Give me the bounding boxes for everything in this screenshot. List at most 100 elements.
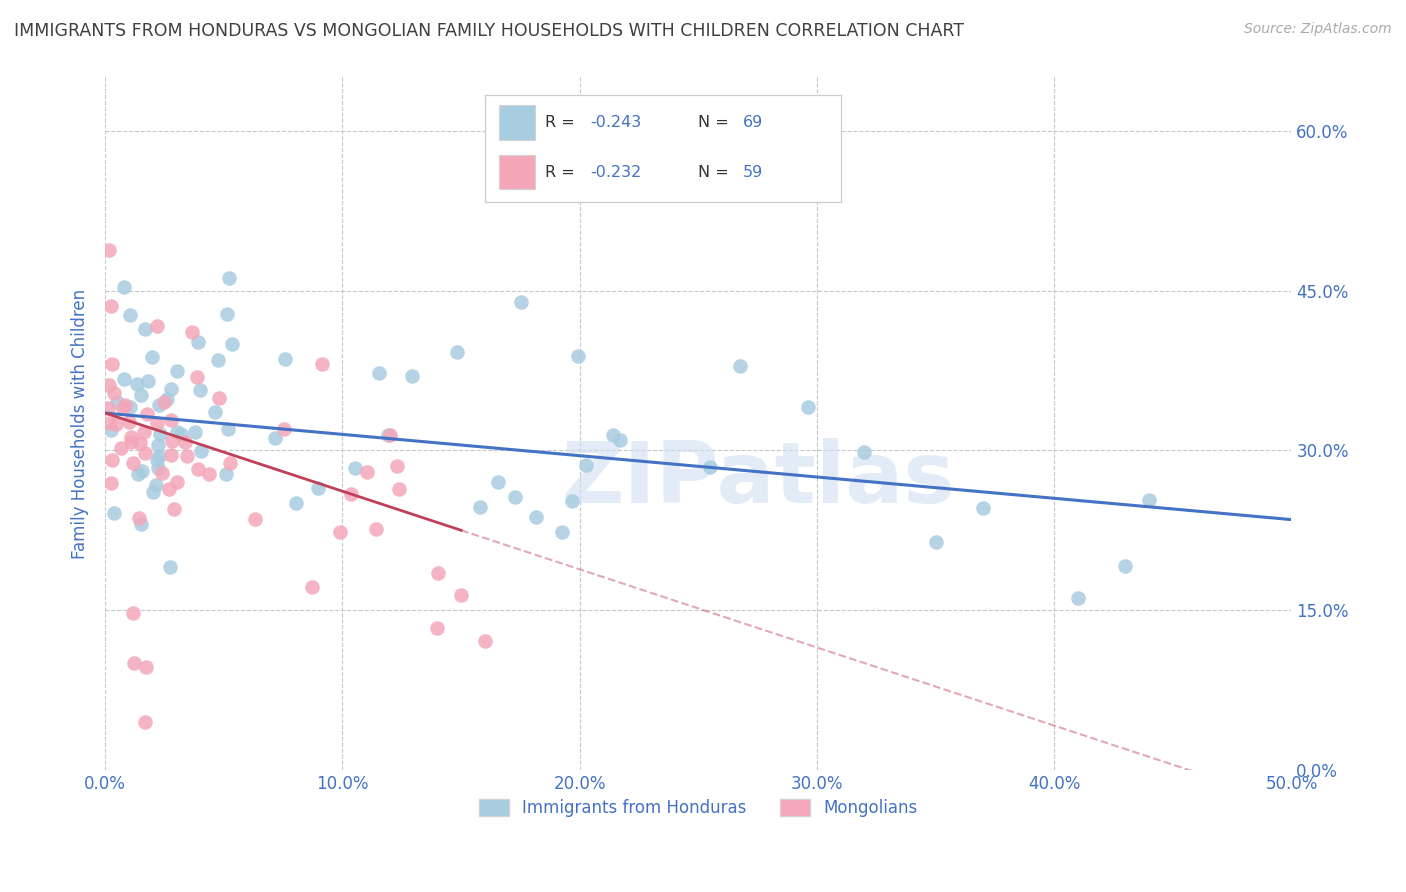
Point [263, 430, 285, 444]
Point [110, 441, 132, 455]
Point [120, 430, 142, 444]
Point [699, 460, 721, 475]
Point [104, 417, 127, 431]
Point [150, 466, 173, 480]
Point [100, 423, 122, 437]
Point [135, 407, 157, 421]
Point [112, 280, 135, 294]
Point [114, 398, 136, 412]
Point [343, 460, 366, 475]
Point [160, 382, 183, 396]
Point [274, 352, 297, 367]
Point [176, 449, 198, 463]
Point [97, 401, 120, 416]
Point [190, 443, 212, 458]
Point [103, 386, 125, 401]
Point [100, 452, 122, 467]
Point [121, 456, 143, 470]
Text: IMMIGRANTS FROM HONDURAS VS MONGOLIAN FAMILY HOUSEHOLDS WITH CHILDREN CORRELATIO: IMMIGRANTS FROM HONDURAS VS MONGOLIAN FA… [14, 22, 965, 40]
Point [217, 422, 239, 436]
Point [148, 398, 170, 412]
Point [160, 413, 183, 427]
Point [112, 371, 135, 385]
Point [728, 359, 751, 374]
Point [120, 435, 142, 450]
Point [142, 485, 165, 500]
Point [128, 510, 150, 524]
Point [118, 415, 141, 429]
Point [131, 516, 153, 531]
Point [218, 271, 240, 285]
Point [184, 425, 207, 439]
Point [98, 416, 121, 430]
Point [243, 512, 266, 526]
Point [426, 621, 449, 635]
Point [160, 434, 183, 448]
Point [450, 588, 472, 602]
Point [170, 426, 193, 441]
Point [152, 395, 174, 409]
Point [187, 462, 209, 476]
Point [148, 450, 170, 464]
Point [924, 535, 946, 549]
Point [146, 437, 169, 451]
Point [149, 427, 172, 442]
Point [159, 483, 181, 497]
Point [1067, 591, 1090, 606]
Legend: Immigrants from Honduras, Mongolians: Immigrants from Honduras, Mongolians [472, 792, 924, 824]
Point [146, 461, 169, 475]
Point [602, 428, 624, 442]
Point [166, 364, 188, 378]
Point [127, 376, 149, 391]
Point [100, 476, 122, 491]
Point [134, 425, 156, 440]
Point [609, 433, 631, 447]
Point [141, 350, 163, 364]
Point [128, 435, 150, 450]
Point [524, 510, 547, 524]
Point [1137, 492, 1160, 507]
Point [134, 445, 156, 459]
Point [105, 395, 128, 409]
Point [387, 482, 409, 496]
Point [215, 307, 238, 321]
Point [207, 353, 229, 368]
Text: Source: ZipAtlas.com: Source: ZipAtlas.com [1244, 22, 1392, 37]
Point [134, 714, 156, 729]
Point [198, 467, 221, 481]
Point [221, 337, 243, 351]
Point [329, 524, 352, 539]
Point [550, 525, 572, 540]
Point [1114, 559, 1136, 574]
Point [146, 453, 169, 467]
Point [98, 378, 121, 392]
Point [340, 486, 363, 500]
Point [307, 481, 329, 495]
Point [311, 357, 333, 371]
Point [208, 391, 231, 405]
Point [561, 494, 583, 508]
Point [134, 322, 156, 336]
Point [218, 457, 240, 471]
Point [181, 325, 204, 339]
Point [366, 522, 388, 536]
Point [118, 309, 141, 323]
Point [401, 369, 423, 384]
Point [368, 366, 391, 380]
Point [156, 392, 179, 406]
Point [204, 405, 226, 419]
Point [509, 294, 531, 309]
Y-axis label: Family Households with Children: Family Households with Children [72, 289, 89, 558]
Point [503, 490, 526, 504]
Point [160, 448, 183, 462]
Point [474, 633, 496, 648]
Point [98, 244, 121, 258]
Point [166, 425, 188, 439]
Point [145, 478, 167, 492]
Point [122, 657, 145, 671]
Point [121, 606, 143, 620]
Point [135, 660, 157, 674]
Point [136, 375, 159, 389]
Point [129, 388, 152, 402]
Point [273, 422, 295, 436]
